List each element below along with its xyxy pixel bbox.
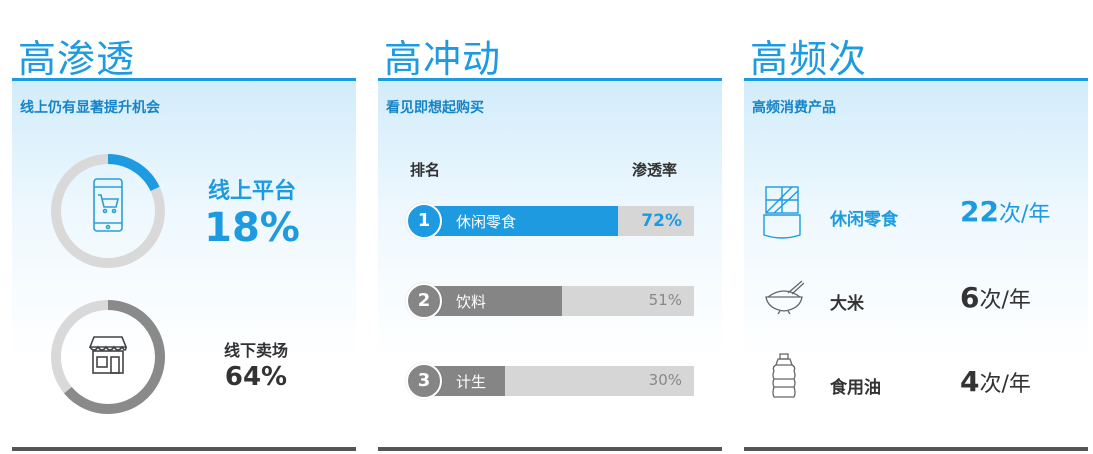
frequency-number: 4 [960,365,980,398]
panel-body: 高频消费产品 休闲零食 22次/年 [744,78,1088,453]
rank-badge: 3 [406,363,442,399]
oil-bottle-icon [772,353,796,398]
panel-title: 高频次 [750,37,868,81]
rank-name: 饮料 [456,293,487,311]
panel-body: 线上仍有显著提升机会 线上平台 18% [12,78,356,453]
rank-row: 1 休闲零食 72% [406,203,694,239]
online-label: 线上平台 [207,179,296,204]
rank-row: 2 饮料 51% [406,283,694,319]
rank-name: 休闲零食 [456,213,517,231]
rank-name: 计生 [456,373,487,391]
offline-value: 64% [224,362,288,392]
panel-subtitle: 高频消费产品 [752,100,836,116]
panel-frequency: 高频次 高频消费产品 休闲零食 22次/年 [744,0,1088,454]
rank-percent: 30% [648,371,682,389]
header-rate: 渗透率 [632,161,678,179]
product-name: 大米 [830,294,864,314]
rank-percent: 72% [641,211,682,231]
product-name: 食用油 [830,378,881,398]
offline-label: 线下卖场 [223,341,288,360]
frequency-number: 6 [960,281,980,314]
panel-title: 高冲动 [384,37,502,81]
panel-body: 看见即想起购买 排名 渗透率 1 休闲零食 72% 2 饮料 51% 3 计生 … [378,78,722,453]
phone-cart-icon [93,178,123,232]
bottom-divider [744,447,1088,451]
rank-badge: 1 [406,203,442,239]
bottom-divider [12,447,356,451]
offline-label-block: 线下卖场 64% [208,337,304,393]
online-label-block: 线上平台 18% [192,173,312,251]
panel-subtitle: 线上仍有显著提升机会 [20,100,160,116]
bar-fill [424,206,619,236]
online-value: 18% [204,205,300,251]
rank-percent: 51% [648,291,682,309]
offline-ring-fill [64,300,165,414]
product-name: 休闲零食 [830,210,898,230]
frequency-unit: 次/年 [979,288,1031,313]
frequency-unit: 次/年 [998,202,1051,227]
panel-subtitle: 看见即想起购买 [386,100,484,116]
online-ring-fill [107,154,160,192]
rice-bowl-icon [765,280,804,315]
panel-penetration: 高渗透 线上仍有显著提升机会 线上平台 18% [12,0,356,454]
offline-ring [51,300,165,414]
frequency-number: 22 [960,195,999,228]
bar-fill [424,286,562,316]
frequency-value: 6次/年 [960,281,1031,314]
store-icon [88,336,128,374]
header-rank: 排名 [410,161,441,179]
frequency-unit: 次/年 [979,372,1031,397]
panel-impulse: 高冲动 看见即想起购买 排名 渗透率 1 休闲零食 72% 2 饮料 51% 3… [378,0,722,454]
frequency-value: 22次/年 [960,195,1050,228]
rank-badge: 2 [406,283,442,319]
bottom-divider [378,447,722,451]
snack-icon [763,186,801,239]
panel-title: 高渗透 [18,37,136,81]
rank-row: 3 计生 30% [406,363,694,399]
frequency-value: 4次/年 [960,365,1031,398]
online-ring [51,154,165,268]
